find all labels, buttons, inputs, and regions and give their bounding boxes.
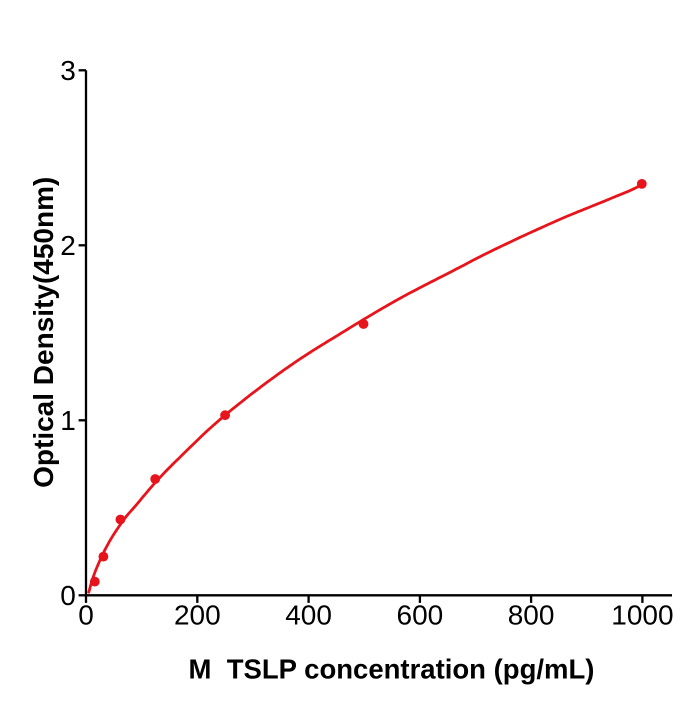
- svg-text:600: 600: [397, 599, 444, 630]
- svg-text:200: 200: [174, 599, 221, 630]
- svg-text:800: 800: [508, 599, 555, 630]
- svg-text:2: 2: [60, 230, 76, 261]
- svg-text:1000: 1000: [611, 599, 673, 630]
- svg-text:M TSLP concentration (pg/mL): M TSLP concentration (pg/mL): [189, 653, 595, 684]
- svg-text:1: 1: [60, 405, 76, 436]
- svg-text:Optical Density(450nm): Optical Density(450nm): [28, 177, 59, 488]
- svg-text:400: 400: [285, 599, 332, 630]
- svg-text:3: 3: [60, 55, 76, 86]
- svg-text:0: 0: [60, 580, 76, 611]
- svg-text:0: 0: [78, 599, 94, 630]
